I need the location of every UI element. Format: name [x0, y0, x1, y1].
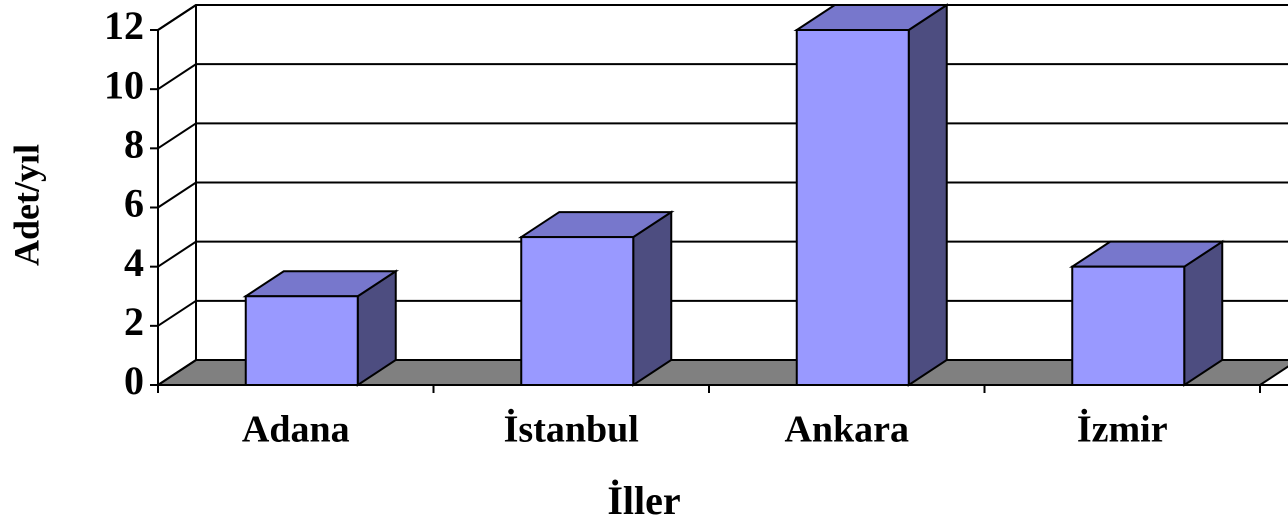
- y-tick-label: 0: [124, 358, 144, 403]
- x-axis-label: İller: [607, 478, 680, 523]
- y-tick-label: 10: [104, 62, 144, 107]
- y-axis-label: Adet/yıl: [6, 144, 46, 266]
- bar-side: [907, 3, 948, 387]
- x-tick-label: Ankara: [784, 409, 909, 451]
- x-tick-label: İzmir: [1077, 409, 1168, 451]
- bar: [1071, 265, 1186, 386]
- grid-line: [157, 181, 1288, 209]
- grid-line: [157, 122, 1288, 150]
- bar: [795, 29, 910, 386]
- grid-line: [157, 4, 1288, 31]
- y-tick-label: 2: [124, 299, 144, 344]
- bar: [520, 236, 635, 386]
- bar: [244, 295, 359, 386]
- y-tick-label: 8: [124, 122, 144, 167]
- x-tick-label: Adana: [242, 409, 350, 451]
- x-tick-label: İstanbul: [504, 409, 639, 451]
- bar-side: [632, 210, 673, 387]
- grid-line: [157, 63, 1288, 91]
- y-tick-label: 6: [124, 181, 144, 226]
- y-tick-label: 4: [124, 240, 144, 285]
- y-tick-label: 12: [104, 3, 144, 48]
